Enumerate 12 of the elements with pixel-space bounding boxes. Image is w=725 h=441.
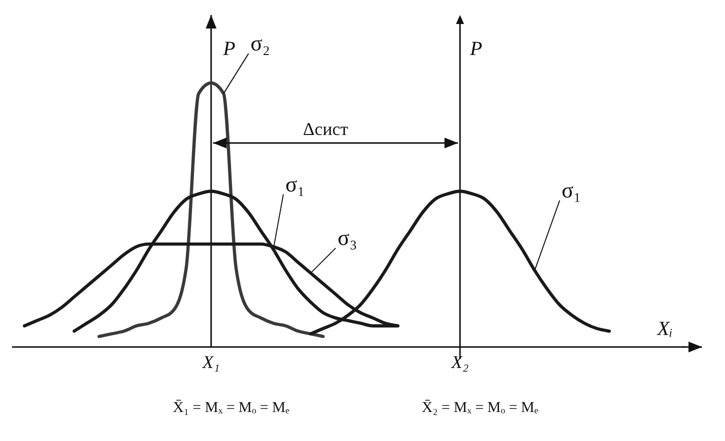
series-label: σ₁ — [285, 171, 305, 196]
text: σ₁ — [562, 177, 582, 202]
ref-line-label: P — [469, 38, 482, 60]
x-tick-label: X₁ — [201, 352, 220, 372]
text: X̄₁ = Mₓ = Mₒ = Mₑ — [172, 399, 290, 416]
x-tick-label: X₂ — [450, 352, 469, 372]
text: X̄₂ = Mₓ = Mₒ = Mₑ — [422, 399, 538, 416]
annotation: Δсист — [303, 119, 348, 139]
text: σ₂ — [250, 30, 270, 56]
x-axis-title: Xᵢ — [656, 318, 673, 340]
series-label: σ₃ — [338, 225, 358, 250]
y-axis-title: P — [222, 38, 236, 60]
